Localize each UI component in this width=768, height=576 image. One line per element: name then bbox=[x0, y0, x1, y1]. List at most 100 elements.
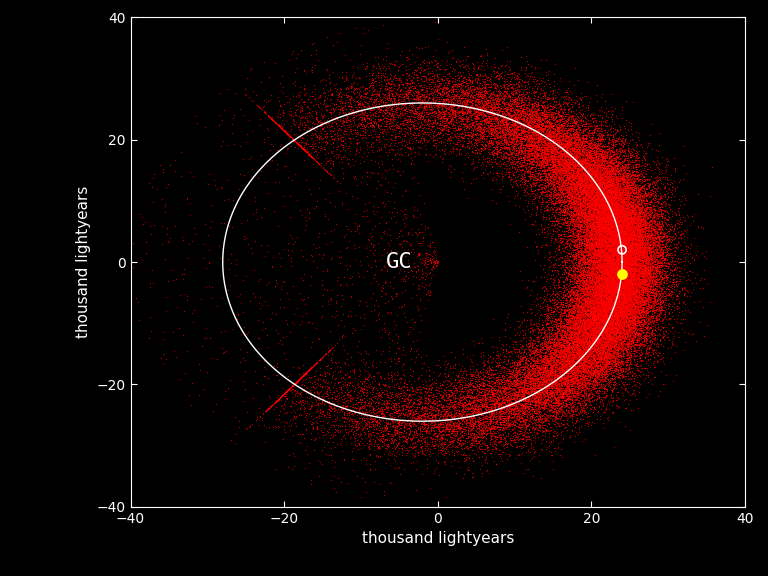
Point bbox=[634, 249, 646, 258]
Point bbox=[557, 366, 569, 376]
Point bbox=[604, 180, 617, 189]
Point bbox=[610, 263, 622, 272]
Point bbox=[585, 128, 598, 138]
Point bbox=[310, 157, 323, 166]
Point bbox=[670, 314, 683, 323]
Point bbox=[599, 336, 611, 345]
Point bbox=[582, 197, 594, 206]
Point bbox=[640, 300, 652, 309]
Point bbox=[549, 411, 561, 420]
Point bbox=[568, 371, 581, 380]
Point bbox=[613, 321, 625, 331]
Point bbox=[617, 137, 629, 146]
Point bbox=[590, 311, 602, 320]
Point bbox=[570, 329, 582, 338]
Point bbox=[638, 328, 650, 337]
Point bbox=[393, 268, 406, 278]
Point bbox=[613, 280, 625, 289]
Point bbox=[325, 139, 337, 149]
Point bbox=[572, 164, 584, 173]
Point bbox=[649, 245, 661, 254]
Point bbox=[524, 156, 536, 165]
Point bbox=[552, 438, 564, 448]
Point bbox=[591, 344, 604, 353]
Point bbox=[543, 402, 555, 411]
Point bbox=[570, 293, 582, 302]
Point bbox=[596, 173, 608, 183]
Point bbox=[636, 207, 648, 217]
Point bbox=[490, 116, 502, 125]
Point bbox=[557, 407, 569, 416]
Point bbox=[632, 192, 644, 201]
Point bbox=[563, 287, 575, 296]
Point bbox=[308, 360, 320, 369]
Point bbox=[614, 164, 627, 173]
Point bbox=[380, 439, 392, 449]
Point bbox=[593, 239, 605, 248]
Point bbox=[614, 328, 626, 337]
Point bbox=[589, 297, 601, 306]
Point bbox=[531, 159, 543, 168]
Point bbox=[541, 122, 553, 131]
Point bbox=[613, 324, 625, 334]
Point bbox=[580, 350, 592, 359]
Point bbox=[556, 373, 568, 382]
Point bbox=[473, 425, 485, 434]
Point bbox=[560, 170, 572, 179]
Point bbox=[598, 244, 610, 253]
Point bbox=[522, 137, 535, 146]
Point bbox=[631, 359, 643, 368]
Point bbox=[521, 122, 533, 131]
Point bbox=[568, 361, 581, 370]
Point bbox=[604, 199, 617, 209]
Point bbox=[620, 258, 632, 267]
Point bbox=[610, 262, 622, 271]
Point bbox=[465, 85, 478, 94]
Point bbox=[630, 203, 642, 213]
Point bbox=[541, 158, 554, 168]
Point bbox=[436, 120, 449, 129]
Point bbox=[564, 411, 577, 420]
Point bbox=[584, 210, 597, 219]
Point bbox=[611, 250, 624, 259]
Point bbox=[404, 86, 416, 95]
Point bbox=[617, 244, 629, 253]
Point bbox=[598, 328, 611, 338]
Point bbox=[563, 174, 575, 183]
Point bbox=[624, 271, 636, 281]
Point bbox=[621, 258, 633, 267]
Point bbox=[591, 267, 603, 276]
Point bbox=[641, 230, 653, 240]
Point bbox=[548, 365, 561, 374]
Point bbox=[629, 293, 641, 302]
Point bbox=[558, 363, 571, 373]
Point bbox=[482, 404, 494, 413]
Point bbox=[597, 271, 609, 281]
Point bbox=[442, 421, 454, 430]
Point bbox=[591, 344, 604, 354]
Point bbox=[620, 171, 632, 180]
Point bbox=[604, 242, 616, 251]
Point bbox=[598, 296, 610, 305]
Point bbox=[571, 336, 583, 345]
Point bbox=[630, 237, 642, 247]
Point bbox=[616, 179, 628, 188]
Point bbox=[606, 165, 618, 175]
Point bbox=[295, 373, 307, 382]
Point bbox=[313, 116, 325, 126]
Point bbox=[560, 368, 572, 377]
Point bbox=[623, 359, 635, 369]
Point bbox=[422, 115, 435, 124]
Point bbox=[545, 179, 558, 188]
Point bbox=[550, 205, 562, 214]
Point bbox=[516, 402, 528, 411]
Point bbox=[591, 208, 603, 217]
Point bbox=[607, 202, 620, 211]
Point bbox=[628, 252, 641, 261]
Point bbox=[323, 400, 335, 410]
Point bbox=[528, 347, 541, 357]
Point bbox=[599, 374, 611, 383]
Point bbox=[601, 326, 613, 335]
Point bbox=[557, 407, 569, 416]
Point bbox=[593, 351, 605, 361]
